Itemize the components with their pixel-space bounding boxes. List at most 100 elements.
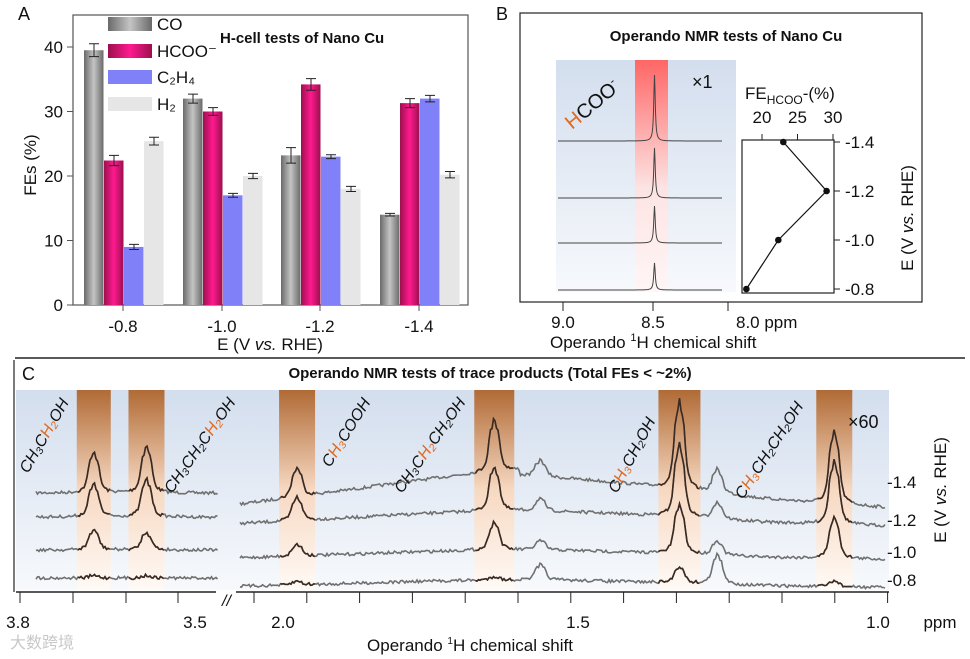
bar-CO--0.8 bbox=[84, 50, 104, 305]
inset-frame bbox=[741, 139, 835, 294]
error-bar bbox=[445, 170, 455, 179]
inset-y-tick-label: -1.4 bbox=[845, 133, 874, 152]
scale-factor-b: ×1 bbox=[692, 72, 713, 92]
potential-label: -1.4 bbox=[887, 473, 916, 492]
trace--1.4 bbox=[35, 444, 218, 496]
highlight-band bbox=[658, 390, 701, 590]
x-axis-c bbox=[16, 591, 889, 603]
highlight-band bbox=[474, 390, 515, 590]
spectrum-trace--1.4 bbox=[558, 74, 722, 142]
bar-HCOO⁻--0.8 bbox=[104, 160, 124, 305]
x-tick-label: 8.5 bbox=[641, 313, 665, 332]
legend-label: C₂H₄ bbox=[157, 68, 195, 87]
error-bar bbox=[188, 93, 198, 104]
trace-highlight--1.2 bbox=[279, 493, 316, 521]
x-ticks-a: -0.8 -1.0 -1.2 -1.4 bbox=[108, 305, 434, 336]
trace-highlight--0.8 bbox=[657, 566, 700, 585]
x-tick-label: 9.0 bbox=[551, 313, 575, 332]
x-tick-label: -1.4 bbox=[404, 317, 433, 336]
error-bar bbox=[286, 147, 296, 164]
trace-highlight--0.8 bbox=[128, 572, 164, 581]
error-bar bbox=[425, 94, 435, 103]
bar-HCOO⁻--1.4 bbox=[400, 103, 420, 306]
y-axis-label-a: FEs (%) bbox=[21, 134, 40, 195]
x-axis-label-b: Operando 1H chemical shift bbox=[550, 332, 757, 352]
trace--1.2 bbox=[239, 441, 886, 528]
y-tick-label: 10 bbox=[44, 232, 63, 251]
legend-a: CO HCOO⁻ C₂H₄ H₂ bbox=[108, 15, 217, 114]
chart-title-b: Operando NMR tests of Nano Cu bbox=[610, 28, 843, 45]
trace-highlight--1.4 bbox=[77, 450, 111, 493]
spectrum-trace--1 bbox=[558, 206, 722, 244]
error-bar bbox=[149, 136, 159, 146]
panel-c: C Operando NMR tests of trace products (… bbox=[6, 360, 957, 655]
trace-highlight--0.8 bbox=[77, 573, 111, 581]
label-part-hl: H₃ bbox=[611, 462, 634, 486]
inset-y-tick-label: -0.8 bbox=[845, 280, 874, 299]
tick-1.5: 1.5 bbox=[566, 613, 590, 632]
trace-highlight--1.0 bbox=[475, 519, 514, 552]
scale-factor-c: ×60 bbox=[848, 412, 879, 432]
tick-2.0: 2.0 bbox=[271, 613, 295, 632]
x-tick-label: -1.0 bbox=[207, 317, 236, 336]
spectrum-trace--0.8 bbox=[558, 262, 722, 291]
inset-x-tick-label: 25 bbox=[788, 108, 807, 127]
spectrum-trace--1.2 bbox=[558, 147, 722, 199]
plot-frame-a bbox=[72, 14, 469, 306]
trace-highlight--1.0 bbox=[128, 531, 165, 552]
legend-label: HCOO⁻ bbox=[157, 42, 217, 61]
potential-labels-c: -1.4 -1.2 -1.0 -0.8 bbox=[887, 473, 916, 590]
potential-label: -1.2 bbox=[887, 511, 916, 530]
bar-H₂--1.0 bbox=[243, 176, 263, 305]
inset-point--0.8 bbox=[743, 285, 750, 293]
inset-x-tick-label: 20 bbox=[753, 108, 772, 127]
error-bar bbox=[405, 98, 415, 109]
potential-label: -0.8 bbox=[887, 571, 916, 590]
panel-letter-a: A bbox=[18, 4, 30, 24]
ppm-unit: ppm bbox=[923, 613, 956, 632]
x-tick-label: -0.8 bbox=[108, 317, 137, 336]
potential-label: -1.0 bbox=[887, 543, 916, 562]
bar-CO--1.2 bbox=[281, 155, 301, 305]
trace--1.4 bbox=[239, 398, 886, 510]
trace--0.8 bbox=[35, 572, 219, 581]
inset-x-tick-label: 30 bbox=[824, 108, 843, 127]
highlight-band bbox=[128, 390, 165, 590]
label-part-hl: H₂ bbox=[37, 417, 61, 441]
y-tick-label: 40 bbox=[44, 38, 63, 57]
highlight-band bbox=[816, 390, 853, 590]
x-axis-label-c: Operando 1H chemical shift bbox=[367, 636, 573, 655]
trace-highlight--1.4 bbox=[658, 398, 700, 490]
x-axis-label-a: E (V vs. RHE) bbox=[217, 335, 323, 354]
trace-highlight--1.4 bbox=[128, 444, 165, 493]
x-ticks-b: 9.0 8.5 8.0 ppm bbox=[551, 302, 797, 332]
error-bar bbox=[89, 43, 99, 58]
trace-highlight--1.2 bbox=[128, 476, 164, 518]
trace--1.0 bbox=[239, 500, 886, 562]
bar-CO--1.4 bbox=[380, 214, 400, 305]
highlight-bands-c bbox=[76, 390, 853, 590]
chart-title-a: H-cell tests of Nano Cu bbox=[220, 30, 384, 47]
trace-highlight--1.2 bbox=[817, 458, 853, 524]
legend-label: H₂ bbox=[157, 95, 176, 114]
panel-a: A 0 10 20 30 40 -0.8 -1.0 -1.2 -1.4 CO HCOO⁻ C₂H₄… bbox=[18, 4, 469, 354]
trace--1.0 bbox=[35, 528, 219, 553]
legend-swatch-0 bbox=[108, 17, 152, 31]
trace-highlight--1.2 bbox=[475, 466, 513, 511]
bar-C₂H₄--0.8 bbox=[124, 246, 144, 305]
error-bar bbox=[346, 185, 356, 192]
error-bar bbox=[306, 78, 316, 91]
inset-y-tick-label: -1.0 bbox=[845, 231, 874, 250]
trace-highlight--1.4 bbox=[474, 416, 514, 474]
spectra-b bbox=[558, 74, 722, 291]
legend-swatch-3 bbox=[108, 97, 152, 111]
error-bar bbox=[228, 192, 238, 198]
legend-swatch-1 bbox=[108, 44, 152, 58]
error-bar bbox=[129, 243, 139, 251]
bar-HCOO⁻--1.2 bbox=[301, 84, 321, 305]
bar-CO--1.0 bbox=[183, 98, 203, 305]
error-bar bbox=[208, 107, 218, 116]
trace-highlight--1.0 bbox=[658, 500, 700, 554]
bar-C₂H₄--1.4 bbox=[420, 98, 440, 305]
